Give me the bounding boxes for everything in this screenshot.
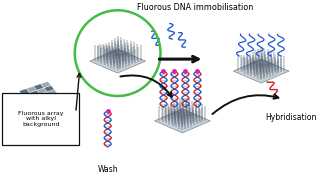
Polygon shape: [19, 89, 29, 95]
Polygon shape: [26, 86, 37, 93]
Polygon shape: [36, 98, 46, 105]
Polygon shape: [29, 101, 39, 107]
Polygon shape: [44, 85, 54, 92]
Polygon shape: [26, 97, 36, 103]
Polygon shape: [40, 92, 50, 98]
Polygon shape: [47, 89, 57, 96]
Text: Hybridisation: Hybridisation: [266, 113, 317, 122]
Polygon shape: [29, 90, 40, 97]
Polygon shape: [34, 84, 44, 90]
Polygon shape: [43, 96, 53, 102]
Text: Wash: Wash: [97, 165, 118, 174]
Polygon shape: [33, 94, 43, 101]
Polygon shape: [37, 88, 47, 94]
Polygon shape: [154, 109, 210, 133]
Polygon shape: [22, 93, 33, 99]
FancyBboxPatch shape: [3, 92, 79, 145]
Text: Fluorous array
with alkyl
background: Fluorous array with alkyl background: [18, 111, 64, 127]
Text: Fluorous DNA immobilisation: Fluorous DNA immobilisation: [137, 3, 254, 12]
Polygon shape: [41, 81, 51, 88]
Polygon shape: [233, 59, 289, 83]
Polygon shape: [90, 49, 146, 73]
Polygon shape: [50, 93, 61, 100]
